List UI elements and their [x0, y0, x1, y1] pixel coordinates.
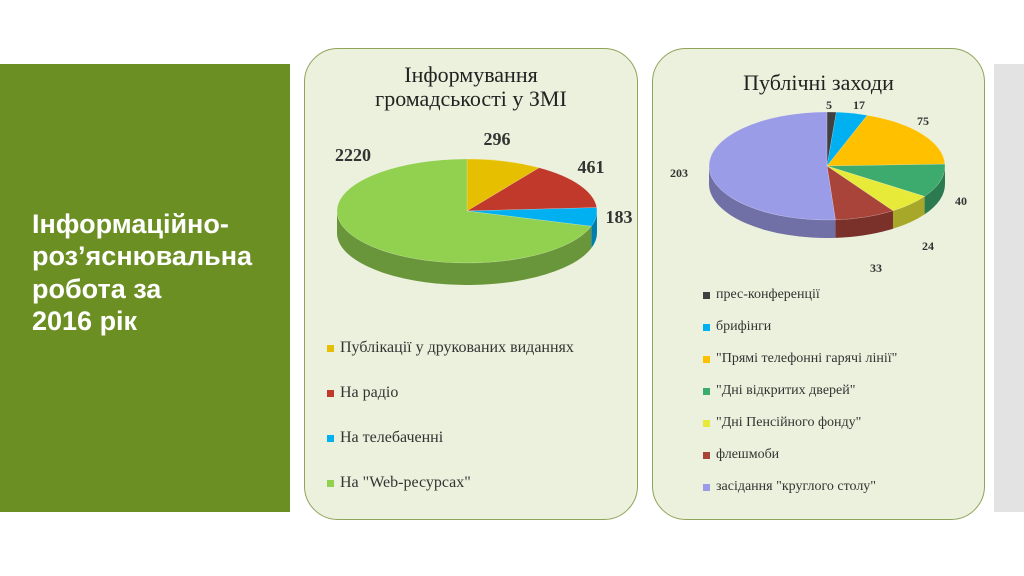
media-legend-item-1: На радіо: [327, 384, 398, 402]
events-pie-chart: 5 17 75 40 24 33 203: [670, 98, 967, 275]
events-legend-item-5: флешмоби: [703, 447, 779, 463]
events-legend-item-0: прес-конференції: [703, 287, 820, 303]
title-panel: [0, 64, 290, 512]
media-legend-swatch-3: [327, 479, 334, 487]
events-legend-item-4: "Дні Пенсійного фонду": [703, 415, 861, 431]
media-pie-chart: 296 461 183 2220: [335, 129, 633, 285]
events-value-label-5: 33: [870, 261, 882, 275]
events-slice-0: [826, 111, 837, 167]
events-value-label-4: 24: [922, 239, 934, 253]
events-legend-item-3: "Дні відкритих дверей": [703, 383, 855, 399]
media-value-label-0: 296: [484, 129, 511, 149]
events-legend-label-4: "Дні Пенсійного фонду": [716, 415, 862, 430]
events-legend-swatch-2: [703, 355, 710, 363]
events-chart-title: Публічні заходи: [653, 70, 984, 95]
events-legend-swatch-0: [703, 291, 710, 299]
events-slice-3: [826, 163, 946, 197]
events-slice-6: [708, 111, 836, 221]
events-legend-item-6: засідання "круглого столу": [703, 479, 876, 495]
events-legend-item-2: "Прямі телефонні гарячі лінії": [703, 351, 897, 367]
media-value-label-2: 183: [606, 207, 633, 227]
events-slice-side-5: [835, 210, 893, 238]
media-legend-label-3: На "Web-ресурсах": [340, 474, 471, 491]
media-legend-item-0: Публікації у друкованих виданнях: [327, 339, 574, 357]
media-slice-0: [466, 158, 540, 212]
media-slice-1: [466, 167, 598, 212]
events-legend-swatch-4: [703, 419, 710, 427]
events-chart-title-line1: Публічні заходи: [743, 70, 894, 95]
events-legend-label-2: "Прямі телефонні гарячі лінії": [716, 351, 898, 366]
events-legend-swatch-6: [703, 483, 710, 491]
events-legend-label-1: брифінги: [716, 319, 772, 334]
events-slice-side-4: [892, 196, 925, 229]
events-legend-label-6: засідання "круглого столу": [716, 479, 877, 494]
media-slice-2: [466, 207, 598, 227]
events-value-label-0: 5: [826, 98, 832, 112]
media-legend-swatch-0: [327, 344, 334, 352]
events-slice-1: [826, 111, 868, 167]
media-legend-label-0: Публікації у друкованих виданнях: [340, 339, 574, 356]
events-slice-4: [826, 165, 926, 212]
events-slice-side-3: [924, 166, 945, 215]
events-slice-2: [826, 114, 946, 167]
events-legend-swatch-1: [703, 323, 710, 331]
events-legend-label-5: флешмоби: [716, 447, 780, 462]
media-slice-side-3: [337, 211, 592, 285]
events-legend-swatch-5: [703, 451, 710, 459]
events-legend-item-1: брифінги: [703, 319, 771, 335]
media-chart-title-line2: громадськості у ЗМІ: [375, 86, 567, 112]
media-chart-title: Інформування громадськості у ЗМІ: [305, 62, 637, 112]
media-legend-label-2: На телебаченні: [340, 429, 444, 446]
events-legend-swatch-3: [703, 387, 710, 395]
events-value-label-6: 203: [670, 166, 688, 180]
media-chart-title-line1: Інформування: [404, 62, 538, 87]
events-value-label-3: 40: [955, 194, 967, 208]
media-slice-side-2: [591, 211, 597, 249]
events-slice-5: [826, 165, 894, 221]
events-chart-card: Публічні заходи 5 17 75 40 24 33 203 прес-конф…: [652, 48, 985, 520]
media-legend-swatch-1: [327, 389, 334, 397]
media-slice-3: [336, 158, 592, 264]
slide-title: Інформаційно- роз’яснювальна робота за 2…: [32, 209, 253, 337]
media-chart-card: Інформування громадськості у ЗМІ 296 461 1…: [304, 48, 638, 520]
events-value-label-2: 75: [917, 114, 929, 128]
media-legend-label-1: На радіо: [340, 384, 399, 401]
side-strip: [994, 64, 1024, 512]
media-legend-item-2: На телебаченні: [327, 429, 443, 447]
events-legend-label-3: "Дні відкритих дверей": [716, 383, 856, 398]
events-legend-label-0: прес-конференції: [716, 287, 820, 302]
media-value-label-1: 461: [578, 157, 605, 177]
media-legend-item-3: На "Web-ресурсах": [327, 474, 471, 492]
events-value-label-1: 17: [853, 98, 865, 112]
media-legend-swatch-2: [327, 434, 334, 442]
media-value-label-3: 2220: [335, 145, 371, 165]
events-slice-side-6: [709, 166, 836, 239]
